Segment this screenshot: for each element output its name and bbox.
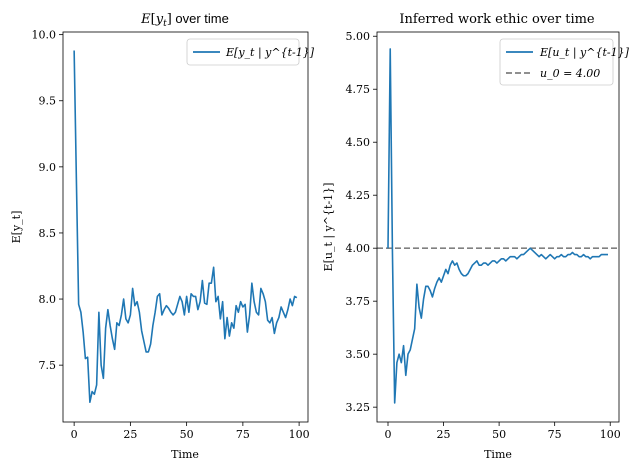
right-x-tick-label: 100 xyxy=(600,428,621,441)
right-x-tick-label: 25 xyxy=(437,428,451,441)
right-chart-title: Inferred work ethic over time xyxy=(399,12,595,27)
right-y-tick-label: 4.75 xyxy=(346,83,371,96)
left-chart-title: E[yt] over time xyxy=(140,11,229,29)
left-y-tick-label: 8.5 xyxy=(39,227,57,240)
left-legend: E[y_t | y^{t-1}] xyxy=(186,38,315,66)
left-x-axis-label: Time xyxy=(171,448,199,461)
right-x-axis-label: Time xyxy=(484,448,512,461)
right-y-axis-label: E[u_t | y^{t-1}] xyxy=(322,183,336,272)
left-y-tick-label: 10.0 xyxy=(32,29,57,42)
right-y-tick-label: 3.25 xyxy=(346,401,371,414)
left-y-ticks: 7.5 8.0 8.5 9.0 9.5 10.0 xyxy=(32,29,63,372)
right-y-tick-label: 4.50 xyxy=(346,136,371,149)
left-subplot: E[yt] over time 0 25 50 75 100 7.5 8.0 8.5 9.0 9… xyxy=(10,11,315,461)
right-axes-frame xyxy=(376,31,620,423)
left-y-tick-label: 8.0 xyxy=(39,293,57,306)
right-legend: E[u_t | y^{t-1}] u_0 = 4.00 xyxy=(499,38,629,86)
right-x-tick-label: 0 xyxy=(385,428,392,441)
left-x-tick-label: 0 xyxy=(71,428,78,441)
right-x-tick-label: 50 xyxy=(492,428,506,441)
left-y-tick-label: 7.5 xyxy=(39,359,57,372)
right-y-tick-label: 4.25 xyxy=(346,189,371,202)
left-x-tick-label: 50 xyxy=(180,428,194,441)
left-x-tick-label: 75 xyxy=(236,428,250,441)
left-y-tick-label: 9.0 xyxy=(39,161,57,174)
right-subplot: Inferred work ethic over time 0 25 50 75 100… xyxy=(322,12,629,461)
left-series-line xyxy=(73,50,298,403)
right-y-tick-label: 5.00 xyxy=(346,30,371,43)
right-x-ticks: 0 25 50 75 100 xyxy=(385,422,621,441)
right-y-tick-label: 3.50 xyxy=(346,348,371,361)
right-legend-label-series: E[u_t | y^{t-1}] xyxy=(539,46,629,60)
right-y-tick-label: 3.75 xyxy=(346,295,371,308)
left-legend-box xyxy=(186,38,300,66)
right-line-layer xyxy=(387,48,608,404)
right-series-line xyxy=(387,48,608,404)
left-y-axis-label: E[y_t] xyxy=(10,211,23,244)
left-x-tick-label: 25 xyxy=(123,428,137,441)
left-line-layer xyxy=(73,50,298,403)
left-axes-frame xyxy=(62,31,309,423)
right-x-tick-label: 75 xyxy=(548,428,562,441)
left-x-ticks: 0 25 50 75 100 xyxy=(71,422,310,441)
right-y-ticks: 3.25 3.50 3.75 4.00 4.25 4.50 4.75 5.00 xyxy=(346,30,377,414)
left-legend-label: E[y_t | y^{t-1}] xyxy=(225,46,315,60)
right-y-tick-label: 4.00 xyxy=(346,242,371,255)
right-legend-label-reference: u_0 = 4.00 xyxy=(540,67,600,80)
left-y-tick-label: 9.5 xyxy=(39,95,57,108)
left-x-tick-label: 100 xyxy=(289,428,310,441)
